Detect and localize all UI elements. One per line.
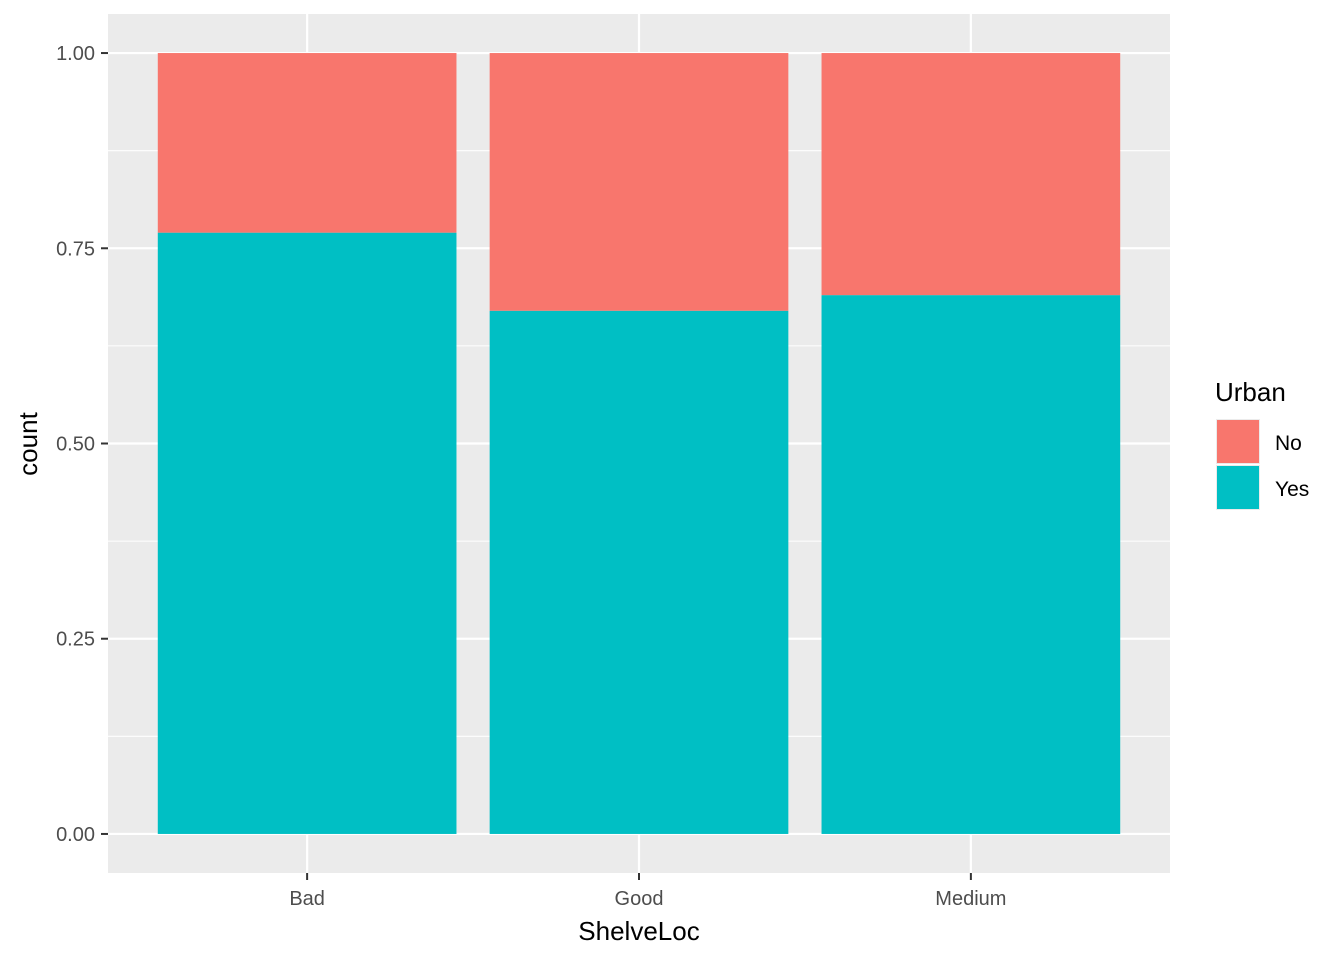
- legend-swatch-no: [1217, 420, 1259, 463]
- y-tick-label: 0.00: [56, 824, 95, 846]
- bar-bad-yes: [157, 232, 457, 834]
- x-tick-label: Medium: [935, 888, 1006, 910]
- x-tick-label: Good: [615, 888, 664, 910]
- bars: [157, 53, 1121, 834]
- legend-label-yes: Yes: [1275, 478, 1309, 501]
- bar-medium-yes: [821, 295, 1121, 834]
- x-axis-title: ShelveLoc: [578, 916, 699, 946]
- y-axis-title: count: [13, 411, 43, 475]
- y-axis: 0.00 0.25 0.50 0.75 1.00: [56, 43, 108, 846]
- legend: Urban No Yes: [1215, 377, 1309, 510]
- x-tick-label: Bad: [289, 888, 325, 910]
- y-tick-label: 0.75: [56, 238, 95, 260]
- y-tick-label: 1.00: [56, 43, 95, 65]
- bar-bad-no: [157, 53, 457, 233]
- y-tick-label: 0.50: [56, 434, 95, 456]
- y-tick-label: 0.25: [56, 629, 95, 651]
- bar-medium-no: [821, 53, 1121, 296]
- bar-good-yes: [489, 310, 789, 834]
- legend-label-no: No: [1275, 432, 1302, 455]
- x-axis: Bad Good Medium: [289, 873, 1006, 910]
- legend-swatch-yes: [1217, 466, 1259, 509]
- bar-good-no: [489, 53, 789, 311]
- legend-title: Urban: [1215, 377, 1286, 407]
